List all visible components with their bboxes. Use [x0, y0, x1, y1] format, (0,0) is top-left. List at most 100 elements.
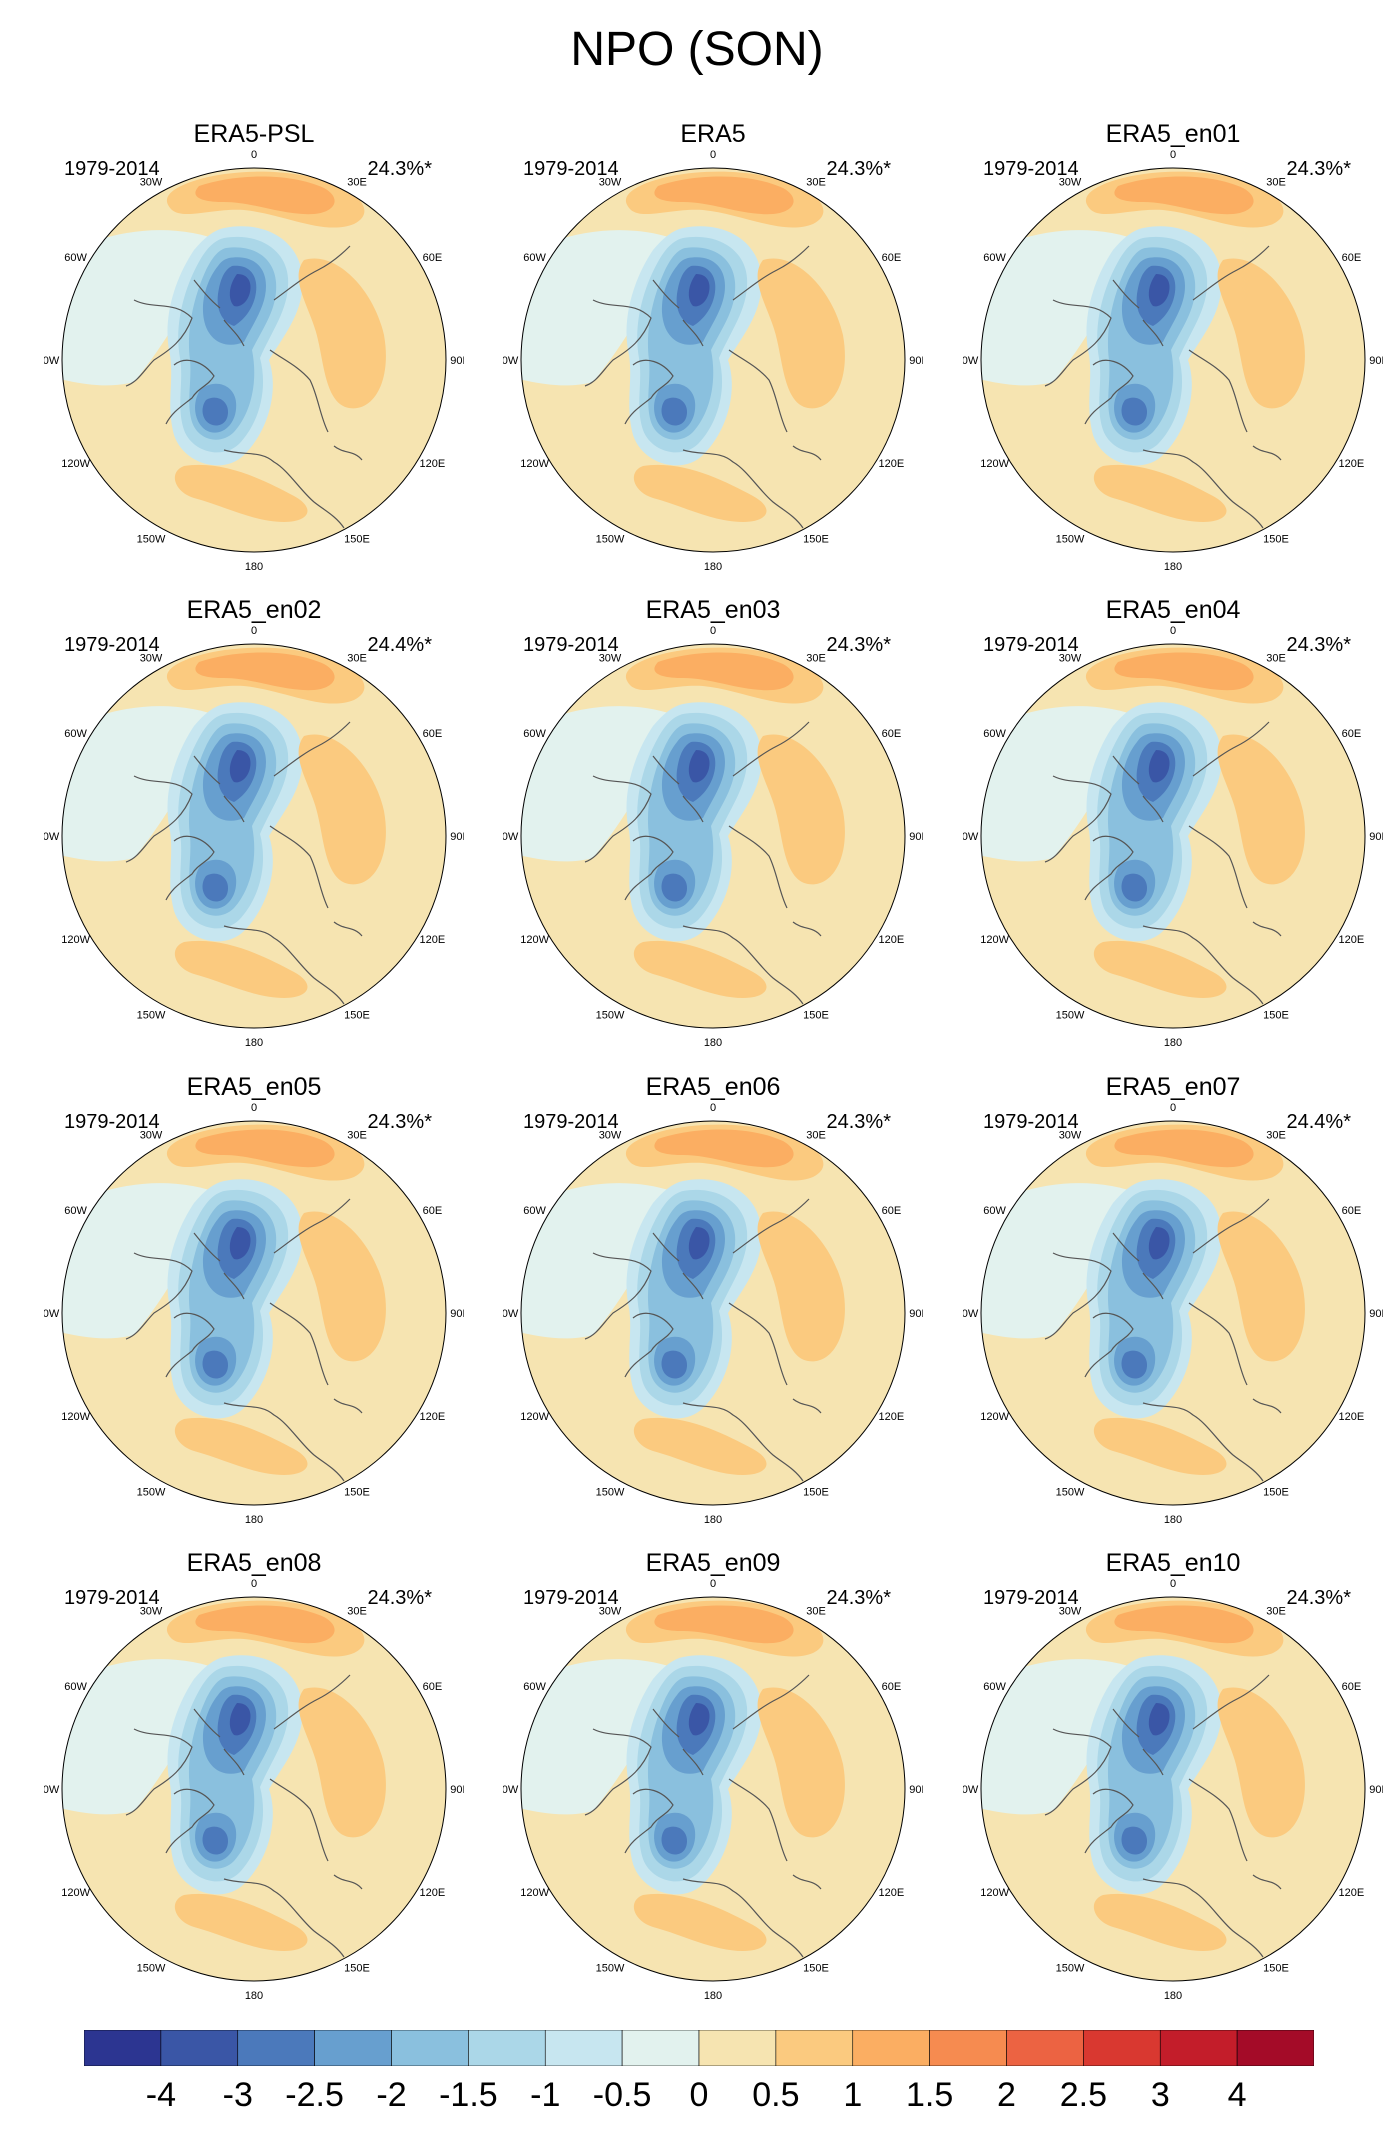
coastline — [1252, 1874, 1282, 1890]
longitude-label: 60W — [983, 728, 1006, 740]
coastline — [1188, 349, 1248, 433]
longitude-label: 0 — [251, 626, 257, 637]
longitude-label: 120E — [879, 934, 905, 946]
longitude-label: 0 — [1170, 1579, 1176, 1590]
longitude-label: 120W — [61, 934, 90, 946]
colorbar — [84, 2030, 1314, 2066]
coastline — [269, 1302, 329, 1386]
longitude-label: 120E — [1339, 934, 1365, 946]
coastline — [728, 1778, 788, 1862]
coastline — [193, 279, 245, 347]
map-boundary — [61, 1596, 447, 1982]
mslp-neutral-region — [521, 230, 683, 386]
coastline — [1192, 245, 1270, 301]
coastline — [333, 445, 363, 461]
longitude-label: 120W — [980, 458, 1009, 470]
longitude-label: 0 — [1170, 1103, 1176, 1114]
coastline — [1188, 825, 1248, 909]
coastline — [624, 1788, 674, 1854]
longitude-label: 120W — [520, 1887, 549, 1899]
longitude-label: 180 — [245, 1514, 263, 1526]
map-panel: ERA5_en08 1979-2014 24.3%* 180 150E 120E 90E 60… — [44, 1549, 464, 2019]
longitude-label: 120E — [1339, 1411, 1365, 1423]
longitude-label: 150E — [803, 1486, 829, 1498]
map-boundary — [520, 1120, 906, 1506]
longitude-label: 150W — [137, 533, 166, 545]
map-boundary — [520, 643, 906, 1029]
map-panel: ERA5_en04 1979-2014 24.3%* 180 150E 120E 90E 60… — [963, 596, 1383, 1066]
colorbar-swatch — [1159, 2030, 1238, 2066]
longitude-label: 60W — [523, 1681, 546, 1693]
longitude-label: 90E — [1369, 355, 1383, 367]
longitude-label: 150W — [1056, 1962, 1085, 1974]
high-contour-150 — [654, 1605, 794, 1644]
longitude-label: 120W — [980, 1411, 1009, 1423]
panel-years: 1979-2014 — [64, 1587, 160, 1609]
coastline — [269, 1778, 329, 1862]
longitude-label: 30E — [347, 653, 367, 665]
longitude-label: 120W — [61, 1411, 90, 1423]
colorbar-tick-label: 3 — [1150, 2076, 1170, 2114]
mslp-neutral-region — [62, 1659, 224, 1815]
longitude-label: 60W — [983, 1205, 1006, 1217]
longitude-label: 60W — [983, 252, 1006, 264]
coastline — [1084, 835, 1134, 901]
high-contour-150 — [195, 176, 335, 215]
coastline — [273, 721, 351, 777]
longitude-label: 90W — [503, 1784, 519, 1796]
panel-title: ERA5_en09 — [645, 1549, 781, 1577]
longitude-label: 60E — [882, 1681, 902, 1693]
map-panel: ERA5-PSL 1979-2014 24.3%* 180 150E 120E 90E 60E… — [44, 120, 464, 590]
longitude-label: 150W — [596, 1962, 625, 1974]
longitude-label: 60E — [1342, 728, 1362, 740]
map-fields — [521, 1597, 905, 1981]
longitude-label: 90W — [44, 1784, 60, 1796]
longitude-label: 30W — [599, 653, 622, 665]
colorbar-ticks: -4 -3 -2.5 -2 -1.5 -1 -0.5 0 0.5 1 1.5 2 2.5 3 4 — [84, 2076, 1314, 2116]
high-contour-150 — [1114, 1605, 1254, 1644]
coastline — [269, 349, 329, 433]
high-asia-100 — [1217, 1687, 1305, 1838]
coastline — [223, 1402, 345, 1482]
map-panel: ERA5_en06 1979-2014 24.3%* 180 150E 120E 90E 60… — [503, 1073, 923, 1543]
longitude-label: 90W — [44, 831, 60, 843]
coastline — [682, 1402, 804, 1482]
panel-title: ERA5_en04 — [1105, 596, 1241, 624]
mslp-neutral-region — [62, 230, 224, 386]
high-contour-150 — [1114, 652, 1254, 691]
longitude-label: 150W — [1056, 533, 1085, 545]
longitude-label: 60W — [523, 252, 546, 264]
colorbar-swatch — [698, 2030, 777, 2066]
map-fields — [521, 168, 905, 552]
longitude-label: 150W — [137, 1009, 166, 1021]
longitude-label: 60E — [1342, 1681, 1362, 1693]
low-contour-250b — [202, 397, 228, 426]
colorbar-tick-label: 4 — [1227, 2076, 1247, 2114]
coastline — [792, 1398, 822, 1414]
polar-map: 180 150E 120E 90E 60E 30E 0 30W 60W 90W 120W 150W — [44, 626, 464, 1049]
high-contour-150 — [654, 1129, 794, 1168]
low-contour-300 — [229, 750, 251, 783]
panel-title: ERA5-PSL — [193, 120, 315, 148]
coastline — [1142, 449, 1264, 529]
coastline — [193, 1708, 245, 1776]
longitude-label: 90E — [450, 1784, 464, 1796]
longitude-label: 60W — [64, 252, 87, 264]
map-panel: ERA5_en07 1979-2014 24.4%* 180 150E 120E 90E 60… — [963, 1073, 1383, 1543]
high-atlantic-100 — [174, 940, 308, 998]
colorbar-swatch — [468, 2030, 546, 2066]
high-contour-150 — [1114, 176, 1254, 215]
longitude-label: 0 — [1170, 626, 1176, 637]
low-contour-250b — [661, 1350, 687, 1379]
map-fields — [981, 644, 1365, 1028]
longitude-label: 90W — [963, 355, 979, 367]
longitude-label: 120W — [520, 934, 549, 946]
map-panel: ERA5_en02 1979-2014 24.4%* 180 150E 120E 90E 60… — [44, 596, 464, 1066]
map-boundary — [61, 167, 447, 553]
panel-title: ERA5_en07 — [1105, 1073, 1241, 1101]
high-atlantic-100 — [1093, 464, 1227, 522]
high-asia-100 — [757, 1687, 845, 1838]
longitude-label: 30E — [806, 1130, 826, 1142]
panel-variance: 24.3%* — [367, 1111, 433, 1133]
panel-variance: 24.4%* — [367, 634, 433, 656]
